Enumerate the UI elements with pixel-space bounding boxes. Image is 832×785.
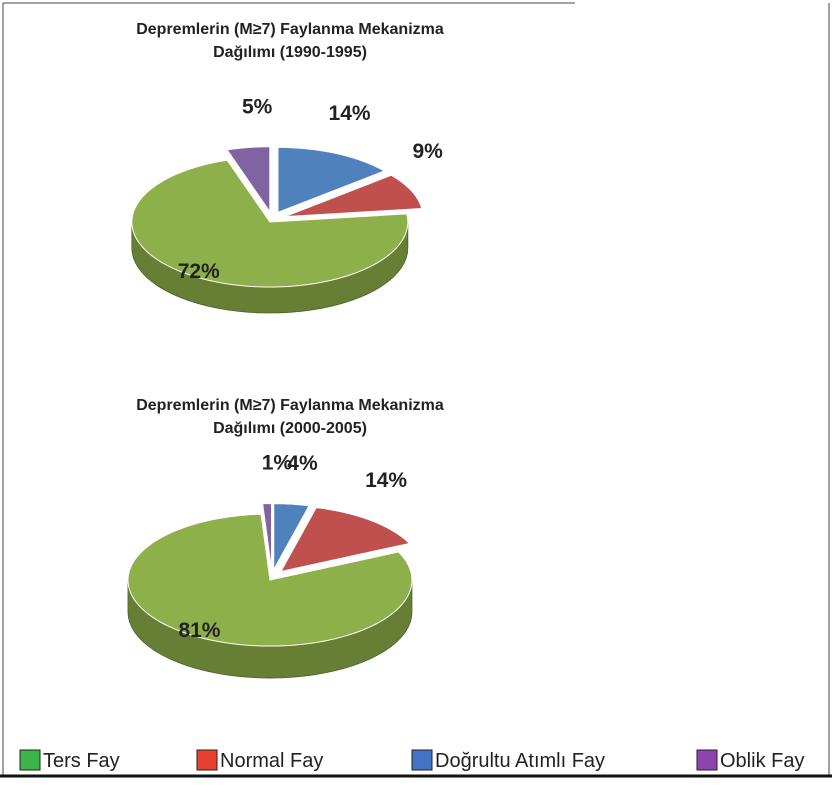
legend-label: Normal Fay	[220, 750, 323, 772]
pie-tops	[127, 503, 413, 647]
chart-title: Dağılımı (2000-2005)	[213, 420, 367, 437]
legend-label: Doğrultu Atımlı Fay	[435, 750, 605, 772]
data-label: 5%	[242, 96, 273, 119]
pie-labels: 4% 14% 81% 1%	[178, 452, 407, 642]
data-label: 14%	[329, 102, 371, 125]
data-label: 9%	[412, 140, 443, 163]
data-label: 1%	[262, 452, 293, 475]
legend-swatch	[19, 749, 41, 771]
pie-slice	[273, 503, 310, 570]
chart-title: Depremlerin (M≥7) Faylanma Mekanizma	[136, 21, 444, 38]
data-label: 81%	[178, 619, 220, 642]
pie-slice	[127, 513, 413, 647]
pie-slice	[262, 503, 273, 570]
chart-title: Dağılımı (1990-1995)	[213, 44, 367, 61]
legend-label: Ters Fay	[43, 750, 120, 772]
pie-slice	[284, 174, 423, 218]
legend-swatch	[196, 749, 218, 771]
legend-label: Oblik Fay	[720, 750, 804, 772]
pie-slice	[279, 507, 411, 573]
legend-swatch	[696, 749, 718, 771]
chart-title: Depremlerin (M≥7) Faylanma Mekanizma	[136, 397, 444, 414]
legend-swatch	[411, 749, 433, 771]
pie-slice	[226, 146, 271, 214]
pie-tops	[131, 146, 423, 288]
data-label: 4%	[287, 452, 318, 475]
data-label: 14%	[365, 469, 407, 492]
pie-slice	[277, 146, 386, 214]
pie-labels: 14% 9% 72% 5%	[178, 96, 443, 284]
pie-slice	[131, 159, 409, 288]
data-label: 72%	[178, 260, 220, 283]
